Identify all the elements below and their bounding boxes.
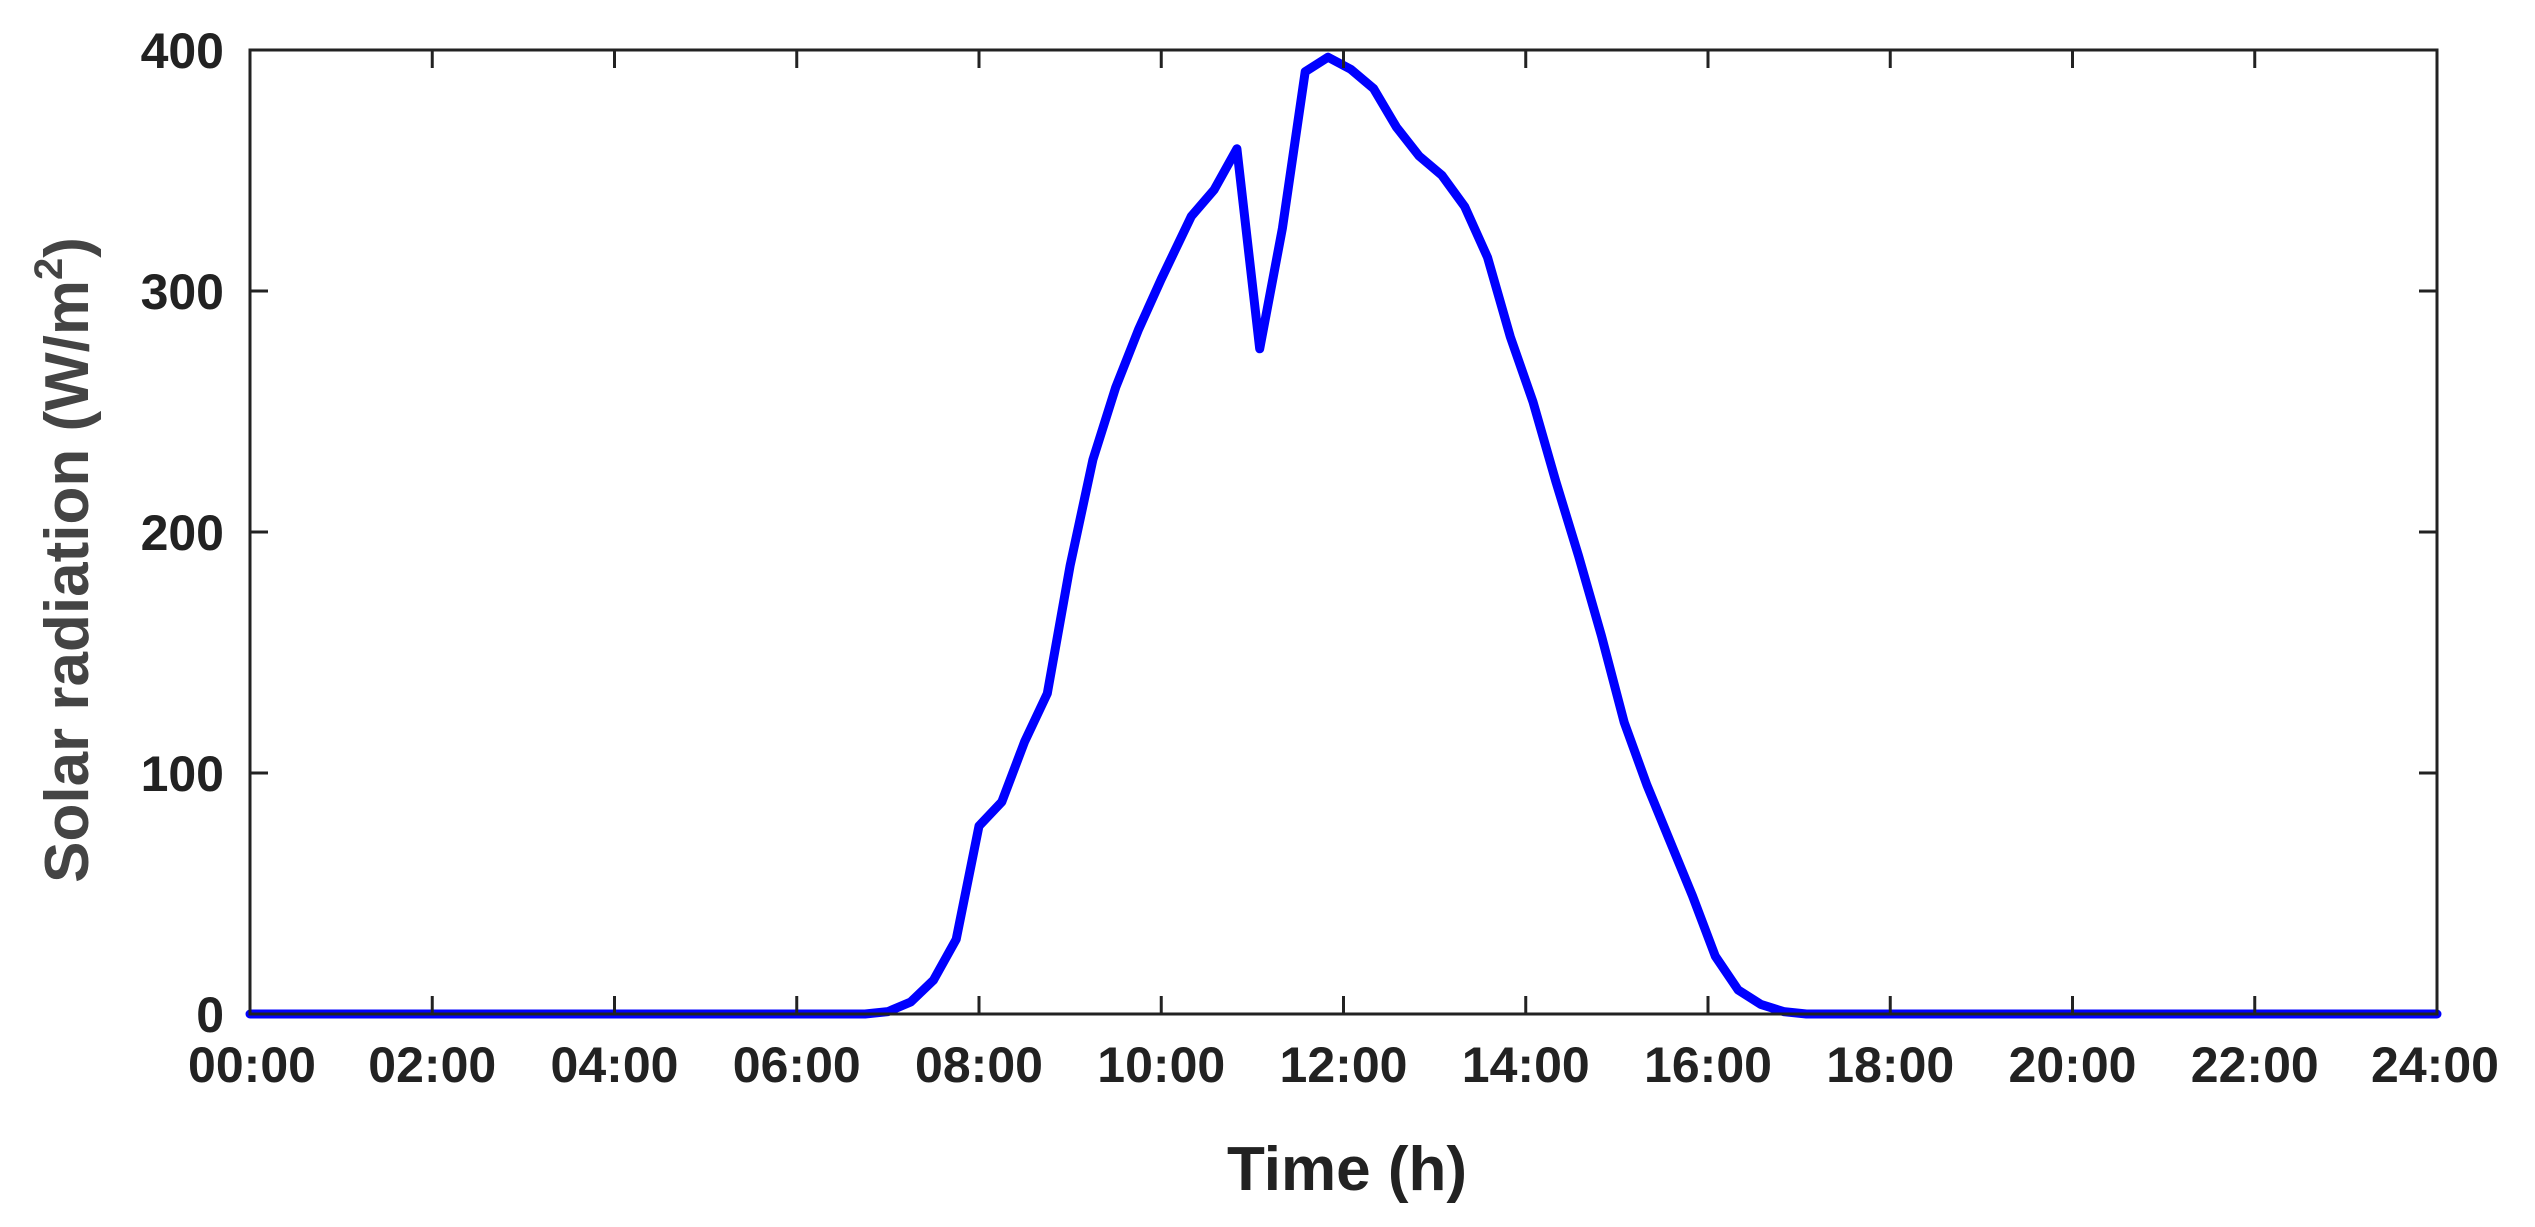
x-tick-label-3: 06:00 xyxy=(733,1037,861,1093)
axes xyxy=(248,48,2439,1016)
x-tick-label-12: 24:00 xyxy=(2371,1037,2499,1093)
x-axis-label: Time (h) xyxy=(1227,1135,1467,1204)
y-axis-label-superscript: 2 xyxy=(27,258,71,280)
x-tick-label-7: 14:00 xyxy=(1462,1037,1590,1093)
x-tick-label-8: 16:00 xyxy=(1644,1037,1772,1093)
x-tick-label-6: 12:00 xyxy=(1280,1037,1408,1093)
y-tick-label-2: 200 xyxy=(141,505,224,561)
y-tick-label-0: 0 xyxy=(196,987,224,1043)
x-tick-label-11: 22:00 xyxy=(2191,1037,2319,1093)
plot-area xyxy=(245,52,2442,1019)
y-tick-label-4: 400 xyxy=(141,23,224,79)
y-tick-label-3: 300 xyxy=(141,264,224,320)
axes-box xyxy=(248,48,2439,1016)
x-tick-label-5: 10:00 xyxy=(1097,1037,1225,1093)
x-tick-label-2: 04:00 xyxy=(551,1037,679,1093)
x-tick-label-4: 08:00 xyxy=(915,1037,1043,1093)
x-tick-label-10: 20:00 xyxy=(2009,1037,2137,1093)
x-tick-label-0: 00:00 xyxy=(188,1037,316,1093)
y-axis-label-main: Solar radiation (W/m xyxy=(33,280,102,883)
y-tick-label-1: 100 xyxy=(141,746,224,802)
x-tick-label-1: 02:00 xyxy=(368,1037,496,1093)
x-tick-label-9: 18:00 xyxy=(1826,1037,1954,1093)
y-axis-label: Solar radiation (W/m2) xyxy=(27,237,102,883)
y-axis-label-suffix: ) xyxy=(33,237,102,258)
tick-labels: 00:00 02:00 04:00 06:00 08:00 10:00 12:00 14:00… xyxy=(141,23,2499,1093)
series-line-0 xyxy=(245,52,2442,1019)
